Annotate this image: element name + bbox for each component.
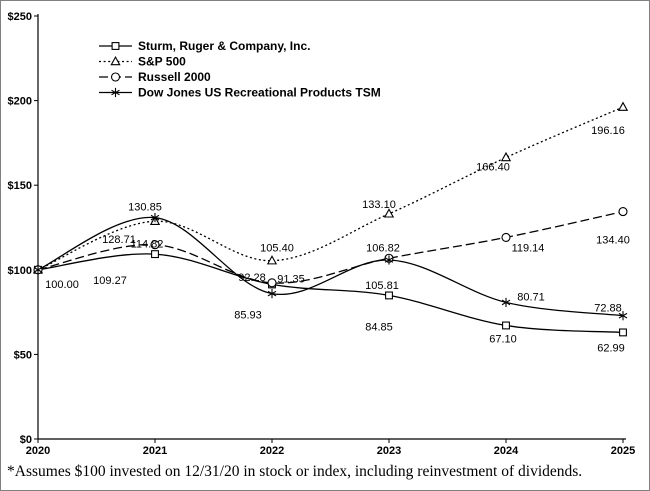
- y-tick-label: $50: [14, 349, 32, 361]
- y-tick-label: $150: [8, 180, 32, 192]
- marker-asterisk-icon: [501, 297, 511, 308]
- marker-circle-icon: [618, 207, 628, 217]
- series-line-3: [37, 216, 624, 317]
- x-tick-label: 2021: [143, 445, 167, 457]
- marker-circle-icon: [110, 72, 121, 82]
- data-label: 72.88: [594, 303, 622, 315]
- data-label: 106.82: [366, 242, 400, 254]
- marker-asterisk-icon: [384, 255, 394, 265]
- legend-label: Russell 2000: [138, 70, 211, 84]
- marker-asterisk-icon: [267, 289, 277, 299]
- marker-circle-icon: [501, 232, 511, 242]
- data-label: 133.10: [362, 199, 396, 211]
- marker-triangle-icon: [266, 255, 278, 265]
- series-line-0: [37, 253, 624, 334]
- data-label: 100.00: [45, 279, 79, 291]
- data-label: 196.16: [591, 125, 625, 137]
- data-label: 85.93: [234, 310, 262, 322]
- data-label: 114.82: [131, 239, 164, 251]
- marker-triangle-icon: [617, 101, 629, 111]
- y-tick-label: $200: [8, 96, 32, 108]
- marker-square-icon: [502, 321, 510, 330]
- marker-square-icon: [151, 250, 159, 259]
- data-label: 109.27: [93, 275, 127, 287]
- marker-square-icon: [385, 291, 393, 300]
- marker-circle-icon: [150, 240, 160, 250]
- marker-asterisk-icon: [618, 311, 628, 321]
- data-label: 119.14: [512, 242, 545, 254]
- data-label: 62.99: [597, 342, 625, 354]
- data-label: 105.40: [260, 243, 294, 255]
- legend: Sturm, Ruger & Company, Inc. S&P 500Russe…: [99, 39, 381, 100]
- legend-item-3: Dow Jones US Recreational Products TSM: [99, 86, 381, 100]
- legend-item-1: S&P 500: [99, 55, 186, 69]
- data-label: 92.28: [238, 272, 266, 284]
- x-tick-label: 2025: [611, 445, 635, 457]
- marker-asterisk-icon: [33, 265, 43, 275]
- stock-performance-chart: $0 $50 $100 $150 $200 $250 2020 2021 2022 2023 202…: [8, 11, 636, 457]
- legend-label: Sturm, Ruger & Company, Inc.: [138, 39, 310, 53]
- legend-label: S&P 500: [138, 55, 186, 69]
- legend-item-0: Sturm, Ruger & Company, Inc.: [99, 39, 310, 53]
- data-label: 91.35: [277, 273, 305, 285]
- series-line-1: [37, 106, 624, 271]
- data-label: 130.85: [128, 202, 162, 214]
- marker-circle-icon: [267, 278, 277, 288]
- x-tick-label: 2023: [377, 445, 401, 457]
- data-label: 67.10: [489, 333, 517, 345]
- data-label: 134.40: [596, 235, 630, 247]
- marker-triangle-icon: [110, 55, 121, 66]
- x-tick-label: 2024: [494, 445, 519, 457]
- y-tick-label: $0: [20, 434, 32, 446]
- data-label: 84.85: [365, 321, 393, 333]
- marker-triangle-icon: [383, 208, 395, 218]
- data-label: 166.40: [476, 161, 510, 173]
- marker-asterisk-icon: [111, 87, 120, 98]
- marker-square-icon: [619, 328, 627, 337]
- legend-item-2: Russell 2000: [99, 70, 211, 84]
- series-line-2: [37, 210, 624, 284]
- chart-footnote: *Assumes $100 invested on 12/31/20 in st…: [7, 463, 583, 480]
- marker-asterisk-icon: [150, 213, 160, 223]
- data-label: 80.71: [517, 291, 545, 303]
- y-tick-label: $100: [8, 265, 32, 277]
- x-tick-label: 2022: [260, 445, 284, 457]
- marker-triangle-icon: [500, 151, 512, 162]
- data-label: 105.81: [365, 280, 399, 292]
- marker-square-icon: [111, 42, 120, 50]
- x-tick-label: 2020: [26, 445, 50, 457]
- legend-label: Dow Jones US Recreational Products TSM: [138, 86, 381, 100]
- y-tick-label: $250: [8, 11, 32, 23]
- data-label: 128.71: [102, 234, 136, 246]
